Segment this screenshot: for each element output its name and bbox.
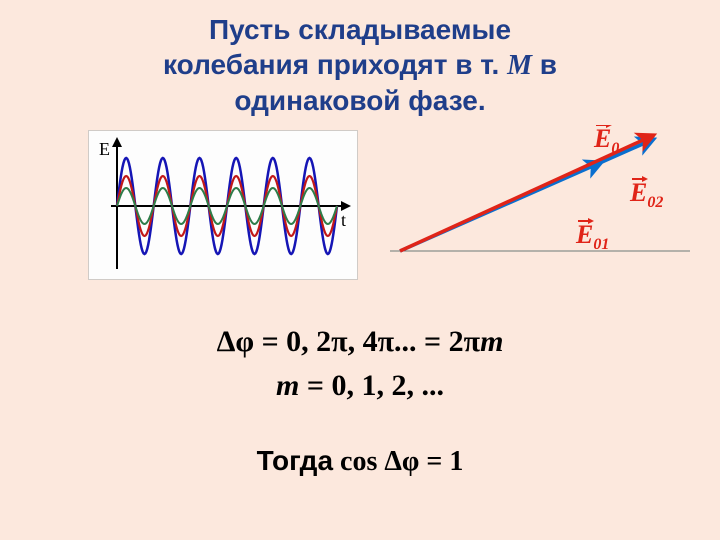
svg-text:E02: E02 <box>629 178 663 211</box>
svg-text:E: E <box>99 139 110 159</box>
title-line1: Пусть складываемые <box>209 14 511 45</box>
m-var: m <box>276 369 299 402</box>
then-label: Тогда <box>257 445 333 476</box>
title-line3: одинаковой фазе. <box>234 85 485 116</box>
vector-diagram: E01 E02 E0 <box>390 125 690 285</box>
phi-equation: Δφ = 0, 2π, 4π... = 2π <box>217 325 481 358</box>
formula-block: Δφ = 0, 2π, 4π... = 2πm m = 0, 1, 2, ... <box>0 320 720 407</box>
title-line2a: колебания приходят в т. <box>163 49 507 80</box>
svg-text:E0: E0 <box>593 125 619 157</box>
m-equation: = 0, 1, 2, ... <box>299 369 444 402</box>
title-line2b: в <box>532 49 557 80</box>
cos-formula: cos Δφ = 1 <box>333 446 463 477</box>
wave-chart: Et <box>88 130 358 280</box>
vector-svg: E01 E02 E0 <box>390 125 690 285</box>
svg-text:E01: E01 <box>575 220 609 253</box>
title-m: М <box>507 50 532 81</box>
phi-m: m <box>480 325 503 358</box>
svg-text:t: t <box>341 210 346 230</box>
then-line: Тогда cos Δφ = 1 <box>0 445 720 478</box>
wave-svg: Et <box>89 131 359 281</box>
